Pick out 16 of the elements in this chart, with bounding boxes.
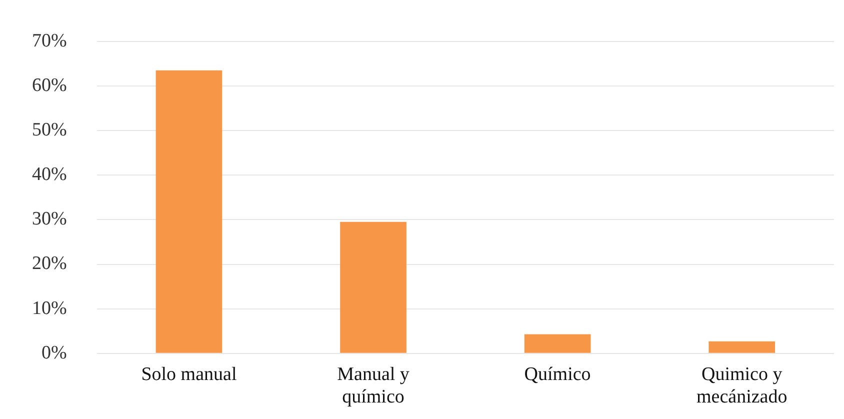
y-tick-label: 40% — [32, 164, 67, 186]
x-tick-label: Quimico y mecánizado — [696, 364, 788, 408]
bar — [156, 70, 222, 353]
y-tick-label: 10% — [32, 298, 67, 319]
x-tick-label: Químico — [524, 364, 591, 385]
bar — [708, 341, 776, 353]
y-tick-label: 50% — [32, 120, 67, 141]
y-tick-label: 0% — [42, 342, 67, 364]
bar — [340, 222, 406, 353]
y-tick-label: 30% — [32, 208, 67, 230]
x-tick-label: Solo manual — [141, 364, 237, 385]
y-tick-label: 20% — [32, 253, 67, 274]
x-tick-label: Manual y químico — [337, 364, 410, 408]
y-tick-label: 60% — [32, 74, 67, 96]
y-tick-label: 70% — [32, 30, 67, 52]
bar — [524, 334, 591, 353]
